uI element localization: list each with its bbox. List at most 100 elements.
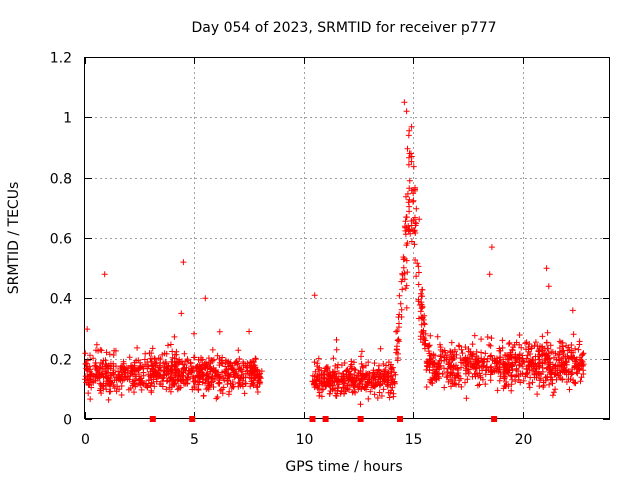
data-point bbox=[155, 355, 162, 362]
data-point bbox=[388, 372, 395, 379]
data-point bbox=[566, 386, 573, 393]
data-point bbox=[464, 363, 470, 370]
data-point bbox=[335, 361, 341, 368]
data-point bbox=[506, 353, 513, 360]
data-point bbox=[379, 370, 386, 377]
data-point bbox=[383, 362, 390, 369]
data-point bbox=[332, 385, 338, 392]
data-point bbox=[88, 376, 95, 383]
data-point bbox=[570, 349, 577, 356]
data-point bbox=[97, 359, 104, 366]
data-point bbox=[205, 374, 212, 381]
y-tick-label: 0.8 bbox=[50, 172, 72, 188]
data-point bbox=[133, 366, 140, 373]
data-point bbox=[252, 368, 259, 375]
data-point bbox=[441, 384, 448, 391]
data-point bbox=[503, 352, 510, 359]
data-point bbox=[103, 374, 110, 381]
data-point bbox=[476, 381, 483, 388]
data-point bbox=[353, 375, 360, 381]
data-point bbox=[83, 360, 90, 367]
data-point bbox=[417, 336, 424, 343]
data-point bbox=[173, 348, 180, 355]
data-point bbox=[497, 354, 504, 361]
data-point bbox=[160, 371, 167, 378]
data-point bbox=[487, 342, 494, 349]
data-point bbox=[358, 353, 364, 360]
data-point bbox=[198, 374, 205, 381]
data-point bbox=[418, 293, 425, 300]
data-point bbox=[576, 363, 583, 370]
data-point bbox=[548, 349, 555, 356]
data-point bbox=[502, 362, 508, 369]
data-point bbox=[414, 260, 421, 267]
data-point bbox=[205, 355, 212, 362]
data-point bbox=[238, 366, 245, 373]
y-tick-label: 1.2 bbox=[50, 51, 72, 67]
data-point bbox=[194, 363, 201, 370]
data-point bbox=[132, 376, 139, 382]
data-point bbox=[469, 373, 476, 380]
data-point bbox=[148, 389, 155, 396]
data-point bbox=[167, 341, 174, 348]
data-point bbox=[441, 365, 447, 372]
data-point bbox=[171, 371, 178, 378]
data-point bbox=[209, 346, 216, 353]
data-point bbox=[352, 367, 359, 374]
data-point bbox=[365, 359, 372, 366]
data-point bbox=[462, 379, 468, 386]
data-point bbox=[415, 263, 422, 270]
data-point bbox=[163, 386, 170, 393]
data-point bbox=[342, 388, 349, 395]
data-point bbox=[315, 385, 322, 392]
data-point bbox=[126, 354, 133, 361]
data-point bbox=[539, 360, 546, 367]
data-point bbox=[169, 384, 175, 390]
data-point bbox=[148, 362, 155, 369]
data-point bbox=[211, 376, 218, 383]
data-point bbox=[559, 376, 566, 383]
data-point bbox=[426, 367, 433, 374]
data-point bbox=[453, 372, 460, 379]
data-point bbox=[375, 376, 382, 383]
y-tick-label: 0.6 bbox=[50, 232, 72, 248]
data-point bbox=[184, 373, 191, 380]
data-point bbox=[427, 332, 434, 339]
data-point bbox=[329, 368, 336, 375]
data-point bbox=[226, 388, 233, 395]
data-point bbox=[461, 357, 468, 364]
data-point bbox=[503, 381, 510, 388]
data-point bbox=[347, 381, 354, 388]
data-point bbox=[87, 396, 94, 403]
data-point bbox=[179, 358, 185, 365]
data-point bbox=[346, 386, 352, 393]
data-point bbox=[526, 384, 533, 391]
data-point bbox=[544, 373, 551, 380]
data-point bbox=[520, 358, 527, 365]
data-point bbox=[149, 345, 156, 352]
data-point bbox=[225, 372, 232, 378]
data-point bbox=[402, 218, 409, 225]
data-point bbox=[580, 367, 587, 374]
data-point bbox=[506, 367, 513, 374]
data-point bbox=[177, 377, 184, 384]
data-point bbox=[403, 214, 410, 221]
data-point bbox=[449, 380, 456, 387]
data-point bbox=[436, 375, 443, 382]
data-point bbox=[249, 358, 256, 365]
data-point bbox=[103, 361, 109, 368]
data-point bbox=[152, 356, 158, 363]
data-point bbox=[394, 328, 401, 334]
data-point bbox=[512, 359, 519, 366]
data-point bbox=[385, 359, 392, 366]
data-point bbox=[438, 352, 444, 359]
data-point bbox=[572, 345, 579, 352]
data-point bbox=[376, 374, 383, 381]
data-point bbox=[351, 359, 357, 366]
data-point bbox=[99, 371, 106, 378]
data-point bbox=[171, 380, 178, 387]
data-point bbox=[424, 363, 431, 370]
data-point bbox=[153, 378, 160, 385]
data-point bbox=[92, 360, 99, 366]
data-point bbox=[511, 341, 518, 348]
